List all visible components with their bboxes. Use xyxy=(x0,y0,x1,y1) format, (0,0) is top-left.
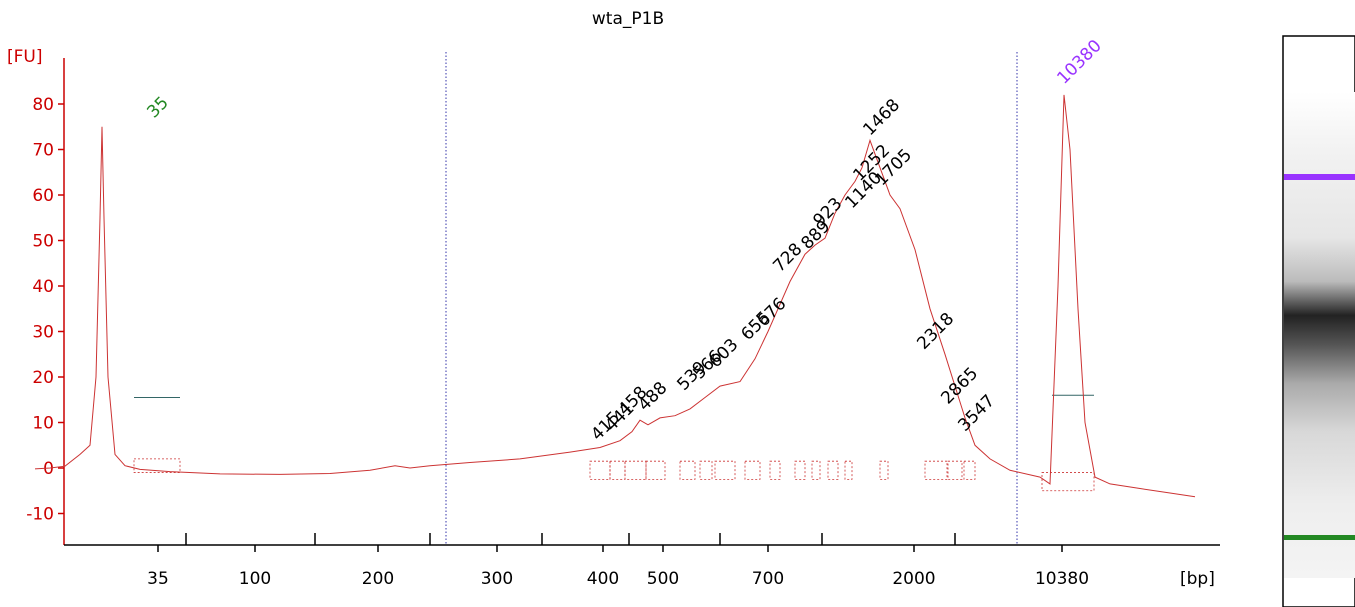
peak-region xyxy=(794,460,806,480)
trace xyxy=(34,94,1196,498)
chart-title: wta_P1B xyxy=(592,9,664,29)
x-tick-label: 100 xyxy=(239,569,271,589)
peak-region xyxy=(714,460,736,480)
peak-region xyxy=(699,460,713,480)
ladder-region-low xyxy=(133,458,181,473)
ladder-region-high xyxy=(1041,472,1095,492)
x-tick-label: 35 xyxy=(147,569,169,589)
ladder-marker-low-label: 35 xyxy=(143,93,172,122)
peak-region xyxy=(589,460,611,480)
peak-region xyxy=(827,460,839,480)
x-tick-label: 200 xyxy=(362,569,394,589)
y-tick-label: 20 xyxy=(32,368,54,388)
peak-region xyxy=(879,460,889,480)
gel-lane xyxy=(1282,35,1355,607)
y-tick-label: 10 xyxy=(32,414,54,434)
peak-label: 1468 xyxy=(859,95,904,140)
x-axis-label: [bp] xyxy=(1180,569,1215,589)
x-tick-label: 2000 xyxy=(892,569,935,589)
y-tick-label: 40 xyxy=(32,277,54,297)
peak-label: 488 xyxy=(634,378,671,415)
region-dividers xyxy=(445,52,1018,545)
trace-line xyxy=(34,94,1196,498)
peak-region xyxy=(811,460,821,480)
peak-label: 728 xyxy=(769,239,806,276)
x-tick-label: 700 xyxy=(752,569,784,589)
y-tick-label: 80 xyxy=(32,95,54,115)
y-tick-label: -10 xyxy=(26,505,54,525)
peak-region xyxy=(679,460,696,480)
y-tick-label: 60 xyxy=(32,186,54,206)
y-tick-label: 70 xyxy=(32,141,54,161)
gel-smear xyxy=(1284,92,1355,578)
peak-region xyxy=(769,460,781,480)
peak-label: 2318 xyxy=(913,309,958,354)
y-tick-label: 30 xyxy=(32,323,54,343)
x-tick-label: 10380 xyxy=(1035,569,1089,589)
y-axis-label: [FU] xyxy=(7,47,43,67)
gel-band-low xyxy=(1284,535,1355,540)
peak-region xyxy=(624,460,647,480)
peak-region xyxy=(924,460,948,480)
ladder-marker-high-label: 10380 xyxy=(1053,36,1105,88)
peak-region xyxy=(645,460,666,480)
axes: -10 0 10 20 30 40 50 60 70 80 35 100 200 300 400 500 700… xyxy=(26,58,1220,589)
y-tick-label: 50 xyxy=(32,232,54,252)
x-tick-label: 300 xyxy=(481,569,513,589)
peak-labels: 4154414584885395666036556767288899231140… xyxy=(143,36,1105,445)
peak-region xyxy=(844,460,853,480)
y-tick-label: 0 xyxy=(43,459,54,479)
x-tick-label: 500 xyxy=(647,569,679,589)
peak-region xyxy=(609,460,626,480)
gel-band-high xyxy=(1284,174,1355,180)
peak-region xyxy=(744,460,761,480)
peak-region xyxy=(963,460,976,480)
x-tick-label: 400 xyxy=(587,569,619,589)
peak-regions xyxy=(133,394,1095,492)
peak-region xyxy=(947,460,963,480)
